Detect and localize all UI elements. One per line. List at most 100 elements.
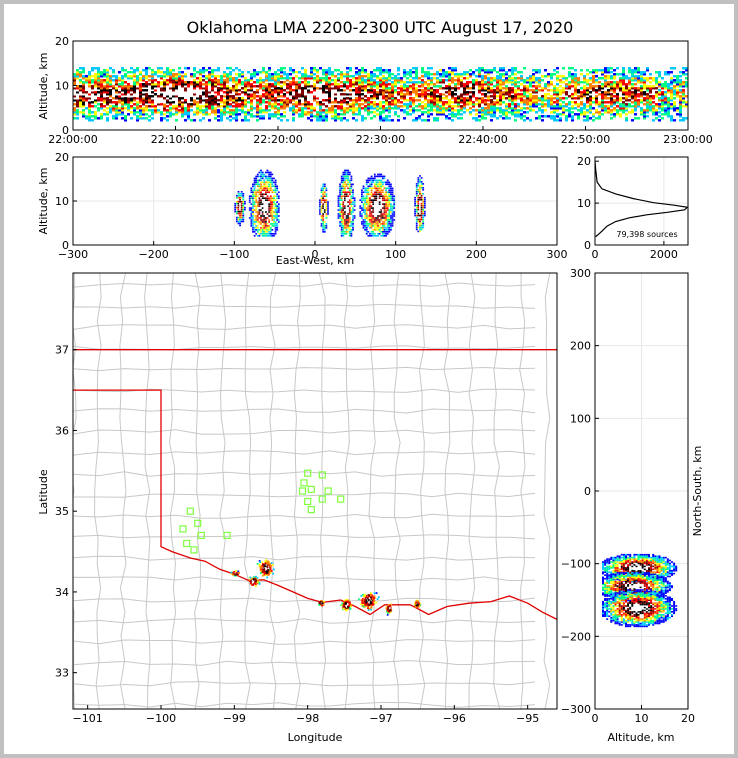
time-altitude-cell	[535, 69, 538, 72]
time-altitude-cell	[154, 109, 157, 112]
time-altitude-cell	[274, 97, 277, 100]
time-altitude-cell	[334, 97, 337, 100]
time-altitude-cell	[244, 113, 247, 116]
time-altitude-cell	[361, 85, 364, 88]
time-altitude-cell	[256, 89, 259, 92]
time-altitude-cell	[424, 87, 427, 90]
ew-altitude-cell	[237, 192, 240, 195]
time-altitude-cell	[616, 101, 619, 104]
ew-altitude-cell	[268, 225, 271, 227]
ew-altitude-cell	[373, 187, 376, 190]
ew-altitude-cell	[370, 187, 373, 190]
time-altitude-cell	[196, 81, 199, 84]
ew-altitude-cell	[323, 183, 326, 186]
ew-altitude-cell	[375, 217, 378, 219]
time-altitude-cell	[670, 91, 673, 94]
time-altitude-cell	[583, 119, 586, 122]
ew-altitude-cell	[350, 183, 353, 186]
ew-altitude-cell	[347, 211, 350, 213]
time-altitude-cell	[100, 117, 103, 120]
ew-altitude-cell	[385, 235, 387, 237]
ew-altitude-cell	[370, 211, 373, 213]
time-altitude-cell	[589, 91, 592, 94]
ew-altitude-cell	[339, 191, 341, 194]
ew-altitude-cell	[352, 203, 354, 205]
time-altitude-cell	[598, 117, 601, 120]
ew-altitude-cell	[268, 177, 271, 180]
ew-altitude-cell	[393, 219, 396, 221]
time-altitude-cell	[238, 79, 241, 82]
time-altitude-cell	[307, 95, 310, 98]
time-altitude-cell	[262, 85, 265, 88]
time-altitude-cell	[304, 71, 307, 74]
ew-altitude-cell	[256, 201, 259, 203]
ew-altitude-cell	[386, 183, 389, 186]
time-altitude-cell	[361, 79, 364, 82]
time-altitude-cell	[190, 81, 193, 84]
time-altitude-cell	[667, 105, 670, 108]
ew-altitude-cell	[255, 195, 258, 197]
time-altitude-cell	[334, 83, 337, 86]
time-altitude-cell	[196, 101, 199, 104]
time-altitude-cell	[199, 109, 202, 112]
time-altitude-cell	[544, 93, 547, 96]
ew-altitude-cell	[377, 205, 379, 207]
time-altitude-cell	[145, 77, 148, 80]
ew-altitude-cell	[377, 175, 379, 178]
time-altitude-cell	[316, 79, 319, 82]
time-altitude-cell	[574, 79, 577, 82]
time-altitude-cell	[322, 99, 325, 102]
time-altitude-cell	[283, 95, 286, 98]
time-altitude-cell	[646, 111, 649, 114]
time-altitude-cell	[250, 113, 253, 116]
time-altitude-cell	[460, 73, 463, 76]
ew-altitude-cell	[327, 209, 329, 211]
time-altitude-cell	[223, 95, 226, 98]
time-altitude-cell	[415, 69, 418, 72]
time-altitude-cell	[148, 119, 151, 122]
time-altitude-cell	[79, 81, 82, 84]
time-altitude-cell	[346, 73, 349, 76]
time-altitude-cell	[514, 73, 517, 76]
time-altitude-cell	[235, 77, 238, 80]
time-altitude-cell	[244, 119, 247, 122]
time-altitude-cell	[397, 115, 400, 118]
ew-altitude-cell	[390, 199, 392, 201]
time-altitude-cell	[298, 99, 301, 102]
time-altitude-cell	[454, 99, 457, 102]
time-altitude-cell	[595, 81, 598, 84]
ew-altitude-cell	[345, 221, 348, 223]
time-altitude-cell	[268, 109, 271, 112]
ew-altitude-cell	[271, 189, 274, 192]
time-altitude-cell	[133, 69, 136, 72]
time-altitude-cell	[403, 75, 406, 78]
time-altitude-cell	[325, 69, 328, 72]
time-altitude-cell	[346, 85, 349, 88]
time-altitude-cell	[88, 81, 91, 84]
time-altitude-cell	[448, 77, 451, 80]
ew-altitude-cell	[323, 209, 326, 211]
time-altitude-cell	[532, 73, 535, 76]
time-altitude-cell	[82, 115, 85, 118]
time-altitude-cell	[586, 111, 589, 114]
time-altitude-cell	[313, 107, 316, 110]
ew-altitude-cell	[268, 205, 271, 207]
ew-altitude-cell	[256, 175, 259, 178]
time-altitude-cell	[637, 99, 640, 102]
time-altitude-cell	[520, 97, 523, 100]
time-altitude-cell	[466, 103, 469, 106]
time-altitude-cell	[352, 95, 355, 98]
time-altitude-cell	[328, 71, 331, 74]
time-altitude-cell	[214, 109, 217, 112]
ew-altitude-cell	[239, 216, 241, 219]
ew-altitude-cell	[388, 181, 391, 184]
ew-altitude-cell	[274, 189, 277, 192]
time-altitude-cell	[601, 95, 604, 98]
ew-altitude-cell	[269, 197, 272, 199]
ew-altitude-cell	[350, 225, 353, 227]
ew-altitude-cell	[268, 215, 271, 217]
time-altitude-cell	[73, 77, 76, 80]
time-altitude-cell	[205, 81, 208, 84]
time-altitude-cell	[232, 99, 235, 102]
time-altitude-cell	[460, 75, 463, 78]
